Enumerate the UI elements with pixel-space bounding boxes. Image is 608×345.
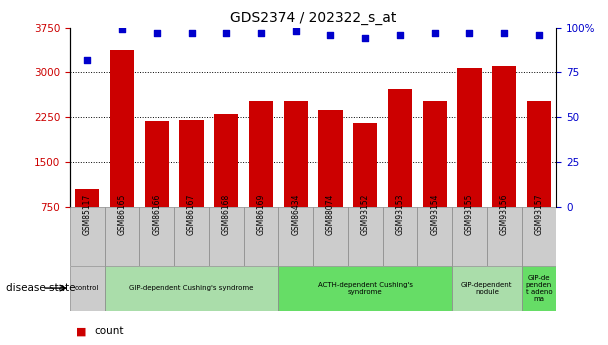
Text: GSM93152: GSM93152 xyxy=(361,194,370,235)
Bar xyxy=(179,120,204,252)
Text: GSM93157: GSM93157 xyxy=(534,194,544,235)
Text: GSM86165: GSM86165 xyxy=(117,194,126,235)
Bar xyxy=(313,207,348,266)
Bar xyxy=(319,109,343,252)
Bar xyxy=(249,101,273,252)
Bar xyxy=(244,207,278,266)
Bar xyxy=(278,207,313,266)
Text: GSM86167: GSM86167 xyxy=(187,194,196,235)
Bar xyxy=(522,207,556,266)
Point xyxy=(326,32,336,38)
Bar xyxy=(70,266,105,311)
Text: GSM86169: GSM86169 xyxy=(257,194,266,235)
Bar xyxy=(388,89,412,252)
Bar xyxy=(70,207,105,266)
Point xyxy=(187,30,196,36)
Text: disease state: disease state xyxy=(6,283,75,293)
Text: control: control xyxy=(75,285,100,291)
Bar xyxy=(283,100,308,252)
Bar xyxy=(145,121,169,252)
Bar xyxy=(110,50,134,252)
Bar xyxy=(105,207,139,266)
Point xyxy=(291,28,300,34)
Bar xyxy=(417,207,452,266)
Bar xyxy=(353,123,378,252)
Bar xyxy=(527,100,551,252)
Text: count: count xyxy=(94,326,124,336)
Text: ■: ■ xyxy=(76,326,86,336)
Point xyxy=(83,57,92,63)
Bar xyxy=(452,207,487,266)
Bar xyxy=(209,207,244,266)
Bar xyxy=(174,207,209,266)
Bar xyxy=(423,101,447,252)
Text: GSM93153: GSM93153 xyxy=(395,194,404,235)
Text: GSM86434: GSM86434 xyxy=(291,194,300,235)
Text: GIP-dependent Cushing's syndrome: GIP-dependent Cushing's syndrome xyxy=(130,285,254,291)
Point xyxy=(499,30,509,36)
Point xyxy=(395,32,405,38)
Title: GDS2374 / 202322_s_at: GDS2374 / 202322_s_at xyxy=(230,11,396,25)
Text: GSM85117: GSM85117 xyxy=(83,194,92,235)
Bar xyxy=(105,266,278,311)
Text: GSM86166: GSM86166 xyxy=(152,194,161,235)
Bar xyxy=(452,266,522,311)
Bar xyxy=(487,207,522,266)
Text: GSM88074: GSM88074 xyxy=(326,194,335,235)
Point xyxy=(152,30,162,36)
Bar xyxy=(214,114,238,252)
Point xyxy=(465,30,474,36)
Text: GIP-dependent
nodule: GIP-dependent nodule xyxy=(461,282,513,295)
Bar xyxy=(382,207,417,266)
Text: ACTH-dependent Cushing's
syndrome: ACTH-dependent Cushing's syndrome xyxy=(318,282,413,295)
Point xyxy=(117,27,127,32)
Bar xyxy=(522,266,556,311)
Point xyxy=(430,30,440,36)
Point xyxy=(221,30,231,36)
Bar xyxy=(457,68,482,252)
Text: GSM93155: GSM93155 xyxy=(465,194,474,235)
Bar xyxy=(348,207,382,266)
Point xyxy=(534,32,544,38)
Text: GSM93156: GSM93156 xyxy=(500,194,509,235)
Bar xyxy=(278,266,452,311)
Bar xyxy=(139,207,174,266)
Point xyxy=(361,36,370,41)
Point xyxy=(256,30,266,36)
Text: GSM86168: GSM86168 xyxy=(222,194,231,235)
Text: GSM93154: GSM93154 xyxy=(430,194,439,235)
Bar xyxy=(492,67,516,252)
Bar xyxy=(75,189,100,252)
Text: GIP-de
penden
t adeno
ma: GIP-de penden t adeno ma xyxy=(526,275,552,302)
